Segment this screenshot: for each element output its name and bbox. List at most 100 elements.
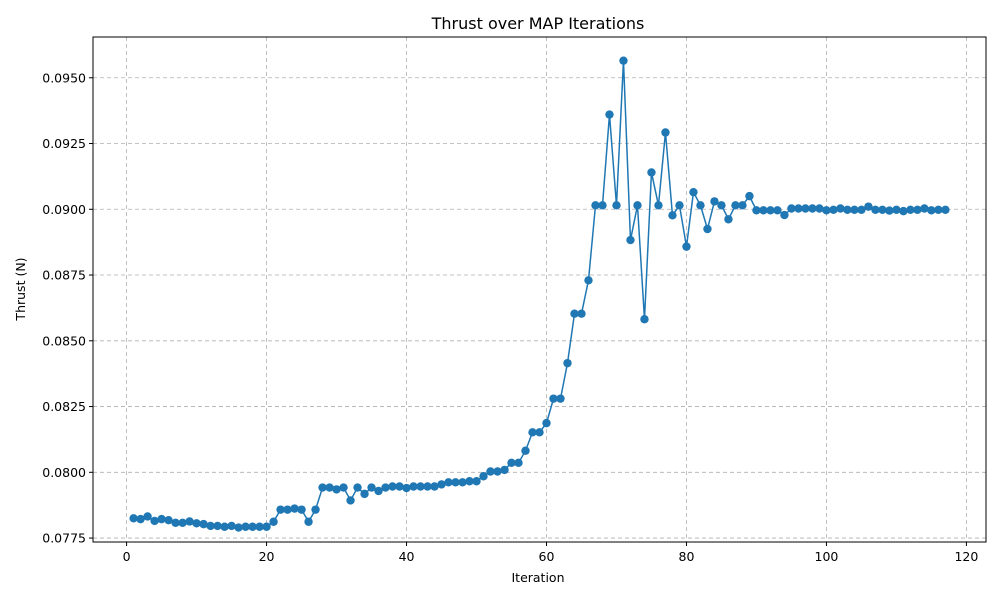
y-tick-label: 0.0925 [42, 136, 86, 151]
data-point [619, 56, 628, 65]
data-point [913, 205, 922, 215]
data-point [430, 482, 439, 491]
data-point [528, 428, 537, 437]
data-point [864, 202, 873, 211]
data-point [808, 204, 817, 213]
data-point [731, 201, 740, 210]
data-point [570, 309, 579, 318]
data-point [479, 472, 488, 481]
data-point [591, 201, 600, 210]
data-point [416, 482, 425, 491]
y-tick-label: 0.0775 [42, 531, 86, 546]
data-point [850, 205, 859, 215]
data-point [766, 206, 775, 215]
x-tick-label: 120 [954, 549, 978, 564]
data-point [437, 480, 446, 489]
data-point [227, 521, 236, 531]
data-point [374, 486, 383, 496]
data-point [584, 276, 593, 285]
data-point [185, 517, 194, 526]
data-point [927, 206, 936, 215]
data-point [836, 204, 845, 213]
data-point [542, 418, 551, 428]
data-point [458, 478, 467, 487]
data-point [857, 205, 866, 215]
data-point [157, 514, 166, 524]
data-point [136, 514, 145, 524]
data-point [885, 206, 894, 215]
data-point [549, 394, 558, 403]
y-tick-label: 0.0800 [42, 465, 86, 480]
data-point [710, 197, 719, 206]
data-point [346, 496, 355, 505]
data-point [171, 518, 180, 527]
data-point [276, 505, 285, 514]
data-point [395, 482, 404, 491]
data-point [521, 446, 530, 455]
data-point [745, 191, 754, 201]
data-point [647, 168, 656, 177]
data-point [577, 309, 586, 318]
chart-title: Thrust over MAP Iterations [431, 14, 645, 33]
x-axis-label: Iteration [511, 570, 564, 585]
data-point [689, 187, 698, 197]
y-tick-label: 0.0900 [42, 202, 86, 217]
series-line [133, 60, 946, 529]
data-point [906, 205, 915, 215]
y-axis-label: Thrust (N) [13, 257, 28, 321]
data-point [661, 128, 670, 137]
data-point [297, 505, 306, 514]
y-axis-ticks: 0.0775 0.0800 0.0825 0.0850 0.0875 0.0900 0.09… [42, 70, 93, 546]
x-tick-label: 0 [123, 549, 131, 564]
data-point [339, 483, 348, 492]
data-point [843, 205, 852, 215]
data-point [717, 201, 726, 210]
series-line-layer [133, 60, 946, 529]
plot-frame [92, 36, 987, 543]
data-point [815, 204, 824, 213]
data-point [493, 467, 502, 476]
data-point [920, 204, 929, 213]
data-point [696, 201, 705, 210]
data-point [318, 483, 327, 492]
x-axis-ticks: 0 20 40 60 80 100 120 [123, 542, 978, 564]
data-point [234, 523, 243, 532]
data-point [892, 205, 901, 215]
data-point [360, 489, 369, 499]
data-point [507, 458, 516, 468]
data-point [367, 483, 376, 492]
data-point [269, 517, 278, 526]
data-point [255, 522, 264, 531]
data-point [668, 211, 677, 220]
data-point [899, 206, 908, 216]
grid-layer [93, 37, 986, 542]
data-point [444, 478, 453, 487]
data-point [787, 204, 796, 213]
data-point [801, 204, 810, 213]
data-point [220, 522, 229, 531]
data-point [612, 201, 621, 210]
data-point [213, 521, 222, 531]
data-point [738, 201, 747, 210]
data-point [164, 515, 173, 525]
data-point [675, 201, 684, 210]
data-point [535, 428, 544, 437]
data-point [514, 458, 523, 468]
x-tick-label: 20 [259, 549, 275, 564]
data-point [822, 206, 831, 215]
data-point [598, 201, 607, 210]
data-point [241, 522, 250, 531]
data-point [178, 518, 187, 527]
data-point [283, 505, 292, 514]
data-point [934, 205, 943, 215]
data-point [752, 206, 761, 215]
data-point [199, 519, 208, 529]
data-point [563, 358, 572, 368]
data-point [150, 516, 159, 526]
data-point [451, 478, 460, 487]
data-point [311, 505, 320, 514]
series-point-layer [129, 56, 950, 532]
data-point [129, 514, 138, 523]
data-point [332, 485, 341, 494]
data-point [556, 394, 565, 403]
